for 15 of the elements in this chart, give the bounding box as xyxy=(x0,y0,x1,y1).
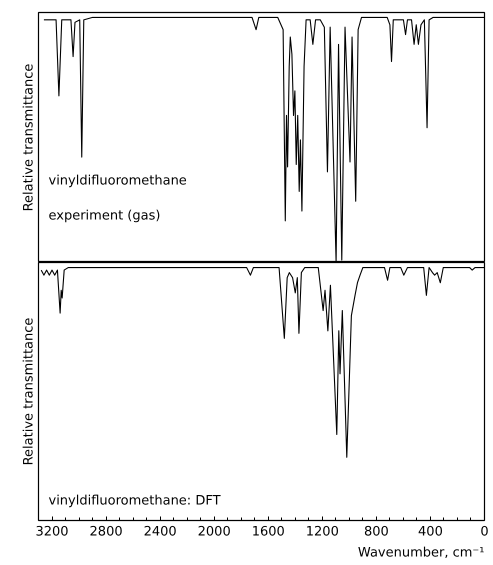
x-tick-label: 3200 xyxy=(35,524,69,540)
annotation: vinyldifluoromethane: DFT xyxy=(48,494,221,508)
x-tick-label: 1600 xyxy=(252,524,285,540)
x-tick-label: 2400 xyxy=(144,524,177,540)
y-axis-title: Relative transmittance xyxy=(22,64,36,212)
x-tick-label: 0 xyxy=(480,524,489,540)
annotation: vinyldifluoromethane xyxy=(48,174,187,188)
x-tick-label: 2800 xyxy=(90,524,123,540)
y-axis-title: Relative transmittance xyxy=(22,318,36,466)
x-tick-label: 400 xyxy=(418,524,443,540)
annotation: experiment (gas) xyxy=(48,208,160,224)
x-axis-title: Wavenumber, cm⁻¹ xyxy=(358,546,485,560)
x-tick-label: 1200 xyxy=(306,524,339,540)
x-tick-label: 2000 xyxy=(198,524,231,540)
x-tick-label: 800 xyxy=(364,524,389,540)
